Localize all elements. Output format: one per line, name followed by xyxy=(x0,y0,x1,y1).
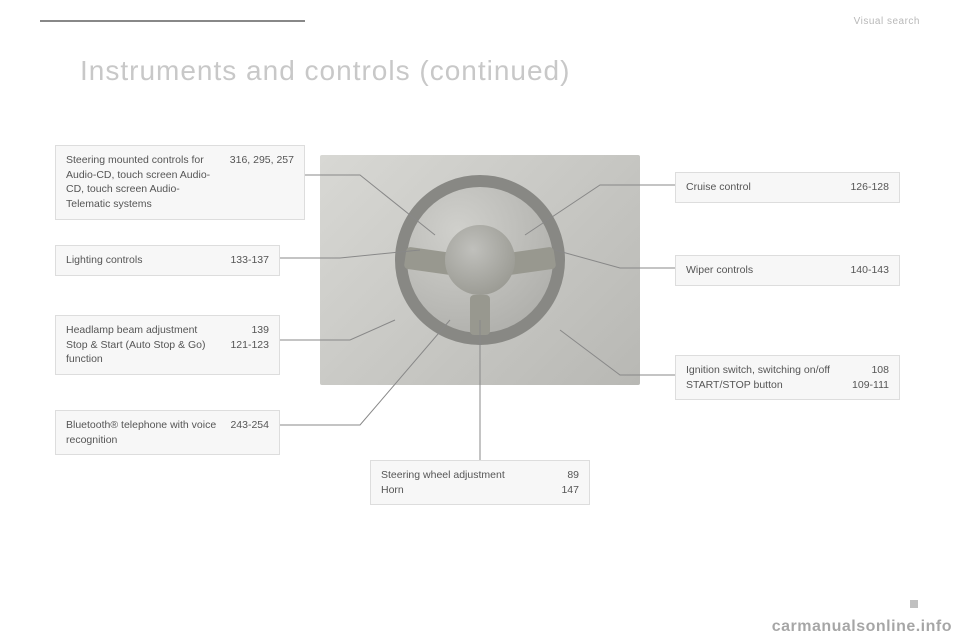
callout-headlamp: Headlamp beam adjustment139 Stop & Start… xyxy=(55,315,280,375)
callout-page: 109-111 xyxy=(852,378,889,393)
callout-row: START/STOP button109-111 xyxy=(686,378,889,393)
section-label: Visual search xyxy=(854,16,920,27)
callout-row: Lighting controls133-137 xyxy=(66,253,269,268)
callout-lighting: Lighting controls133-137 xyxy=(55,245,280,276)
callout-page: 89 xyxy=(567,468,579,483)
callout-row: Horn147 xyxy=(381,483,579,498)
callout-label: Lighting controls xyxy=(66,253,230,268)
callout-row: Steering mounted controls for Audio-CD, … xyxy=(66,153,294,212)
wheel-hub xyxy=(445,225,515,295)
callout-label: Steering wheel adjustment xyxy=(381,468,567,483)
callout-row: Headlamp beam adjustment139 xyxy=(66,323,269,338)
callout-label: Headlamp beam adjustment xyxy=(66,323,251,338)
callout-page: 140-143 xyxy=(850,263,889,278)
callout-row: Bluetooth® telephone with voice recognit… xyxy=(66,418,269,447)
callout-cruise: Cruise control126-128 xyxy=(675,172,900,203)
callout-label: Cruise control xyxy=(686,180,850,195)
callout-page: 121-123 xyxy=(230,338,269,367)
callout-label: Ignition switch, switching on/off xyxy=(686,363,871,378)
callout-steering-adjust: Steering wheel adjustment89 Horn147 xyxy=(370,460,590,505)
callout-row: Wiper controls140-143 xyxy=(686,263,889,278)
callout-bluetooth: Bluetooth® telephone with voice recognit… xyxy=(55,410,280,455)
callout-row: Cruise control126-128 xyxy=(686,180,889,195)
wheel-spoke xyxy=(470,295,490,335)
callout-page: 139 xyxy=(251,323,269,338)
callout-row: Stop & Start (Auto Stop & Go) function12… xyxy=(66,338,269,367)
page-title: Instruments and controls (continued) xyxy=(80,55,570,87)
callout-label: Bluetooth® telephone with voice recognit… xyxy=(66,418,230,447)
header-rule xyxy=(40,20,305,22)
callout-row: Steering wheel adjustment89 xyxy=(381,468,579,483)
callout-page: 243-254 xyxy=(230,418,269,447)
callout-label: Stop & Start (Auto Stop & Go) function xyxy=(66,338,230,367)
callout-page: 316, 295, 257 xyxy=(230,153,294,212)
callout-row: Ignition switch, switching on/off108 xyxy=(686,363,889,378)
callout-ignition: Ignition switch, switching on/off108 STA… xyxy=(675,355,900,400)
callout-wiper: Wiper controls140-143 xyxy=(675,255,900,286)
callout-label: Steering mounted controls for Audio-CD, … xyxy=(66,153,230,212)
callout-page: 147 xyxy=(561,483,579,498)
callout-page: 126-128 xyxy=(850,180,889,195)
callout-steering-controls: Steering mounted controls for Audio-CD, … xyxy=(55,145,305,220)
callout-page: 108 xyxy=(871,363,889,378)
callout-label: Wiper controls xyxy=(686,263,850,278)
watermark: carmanualsonline.info xyxy=(772,618,952,636)
callout-page: 133-137 xyxy=(230,253,269,268)
callout-label: Horn xyxy=(381,483,561,498)
callout-label: START/STOP button xyxy=(686,378,852,393)
section-end-marker xyxy=(910,600,918,608)
